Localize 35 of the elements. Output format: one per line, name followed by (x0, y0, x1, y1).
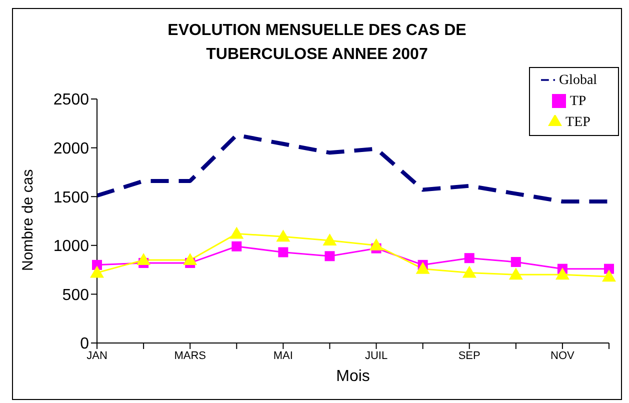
legend-label: TEP (566, 115, 590, 130)
point (462, 266, 476, 278)
y-tick-label: 500 (62, 286, 90, 304)
point (464, 253, 474, 264)
point (322, 234, 337, 246)
point (324, 251, 335, 262)
x-tick-label: SEP (458, 350, 480, 362)
y-tick-label: 2500 (53, 92, 90, 109)
point (602, 270, 616, 282)
point (508, 268, 523, 280)
y-tick-label: 1000 (53, 238, 90, 256)
point (276, 230, 290, 242)
y-axis-title: Nombre de cas (19, 169, 36, 271)
x-tick-label: NOV (550, 350, 576, 362)
y-tick-label: 1500 (53, 189, 90, 206)
point (230, 226, 244, 239)
y-tick-label: 2000 (53, 140, 90, 158)
point (416, 262, 430, 274)
point (369, 238, 384, 250)
point (183, 253, 198, 266)
x-axis-title: Mois (336, 368, 370, 385)
x-tick-label: MAI (273, 350, 293, 362)
x-tick-label: JUIL (364, 350, 388, 362)
point (90, 266, 104, 278)
x-tick-label: JAN (86, 350, 108, 362)
y-tick-label: 0 (80, 336, 90, 353)
point (232, 241, 242, 252)
legend-label: TP (570, 94, 586, 109)
legend-label: Global (558, 73, 598, 88)
point (555, 268, 570, 280)
point (510, 256, 521, 267)
chart-title: EVOLUTION MENSUELLE DES CAS DE TUBERCULOSE ANNEE 2007 (166, 21, 468, 65)
x-tick-label: MARS (174, 350, 206, 362)
point (136, 253, 151, 266)
point (278, 247, 288, 258)
